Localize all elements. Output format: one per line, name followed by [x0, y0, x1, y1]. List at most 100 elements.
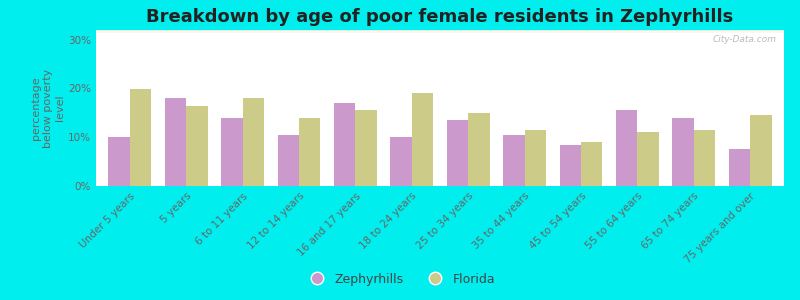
Bar: [96, 31, 784, 32]
Bar: [96, 31, 784, 32]
Bar: [96, 30, 784, 32]
Bar: [96, 30, 784, 32]
Bar: [96, 31, 784, 32]
Bar: [96, 32, 784, 33]
Bar: [96, 31, 784, 33]
Bar: [694, 130, 715, 186]
Bar: [96, 31, 784, 33]
Bar: [559, 145, 581, 186]
Bar: [468, 113, 490, 186]
Bar: [96, 30, 784, 32]
Bar: [242, 98, 264, 186]
Bar: [96, 31, 784, 32]
Bar: [96, 30, 784, 32]
Bar: [96, 30, 784, 32]
Bar: [96, 32, 784, 33]
Bar: [96, 31, 784, 33]
Bar: [96, 31, 784, 32]
Bar: [96, 31, 784, 33]
Y-axis label: percentage
below poverty
level: percentage below poverty level: [30, 68, 66, 148]
Bar: [96, 30, 784, 32]
Bar: [616, 110, 638, 186]
Bar: [96, 32, 784, 33]
Bar: [96, 30, 784, 32]
Bar: [278, 135, 299, 186]
Bar: [96, 31, 784, 32]
Bar: [221, 118, 242, 186]
Bar: [96, 30, 784, 32]
Bar: [96, 30, 784, 32]
Bar: [503, 135, 525, 186]
Bar: [96, 31, 784, 33]
Bar: [96, 30, 784, 32]
Bar: [96, 31, 784, 32]
Legend: Zephyrhills, Florida: Zephyrhills, Florida: [300, 268, 500, 291]
Bar: [96, 30, 784, 32]
Bar: [96, 31, 784, 32]
Bar: [96, 30, 784, 32]
Bar: [96, 31, 784, 33]
Bar: [96, 31, 784, 33]
Bar: [96, 30, 784, 31]
Bar: [750, 115, 771, 186]
Bar: [96, 32, 784, 33]
Bar: [96, 31, 784, 33]
Bar: [96, 30, 784, 32]
Bar: [96, 30, 784, 32]
Bar: [96, 31, 784, 32]
Bar: [355, 110, 377, 186]
Bar: [96, 31, 784, 32]
Bar: [96, 31, 784, 33]
Bar: [96, 30, 784, 31]
Bar: [96, 31, 784, 32]
Bar: [96, 31, 784, 32]
Bar: [96, 32, 784, 33]
Bar: [96, 31, 784, 33]
Bar: [96, 31, 784, 33]
Bar: [638, 132, 659, 186]
Bar: [96, 31, 784, 32]
Bar: [96, 30, 784, 31]
Bar: [96, 31, 784, 32]
Bar: [96, 31, 784, 32]
Bar: [96, 31, 784, 32]
Bar: [96, 32, 784, 33]
Bar: [96, 31, 784, 33]
Bar: [96, 30, 784, 31]
Bar: [412, 93, 434, 186]
Bar: [96, 30, 784, 31]
Bar: [96, 31, 784, 32]
Bar: [96, 32, 784, 33]
Bar: [96, 30, 784, 32]
Bar: [96, 31, 784, 32]
Bar: [96, 31, 784, 33]
Bar: [96, 32, 784, 33]
Bar: [96, 31, 784, 32]
Bar: [96, 31, 784, 32]
Bar: [186, 106, 208, 186]
Bar: [96, 31, 784, 32]
Bar: [96, 30, 784, 32]
Bar: [96, 30, 784, 31]
Bar: [96, 30, 784, 32]
Bar: [96, 31, 784, 32]
Bar: [96, 30, 784, 32]
Bar: [96, 32, 784, 33]
Bar: [109, 137, 130, 186]
Bar: [96, 31, 784, 33]
Bar: [96, 32, 784, 33]
Bar: [96, 31, 784, 33]
Bar: [96, 31, 784, 32]
Bar: [96, 31, 784, 33]
Bar: [390, 137, 412, 186]
Bar: [299, 118, 321, 186]
Bar: [96, 31, 784, 32]
Bar: [96, 31, 784, 33]
Bar: [96, 31, 784, 32]
Bar: [96, 31, 784, 32]
Title: Breakdown by age of poor female residents in Zephyrhills: Breakdown by age of poor female resident…: [146, 8, 734, 26]
Bar: [96, 31, 784, 32]
Bar: [446, 120, 468, 186]
Bar: [525, 130, 546, 186]
Bar: [96, 31, 784, 32]
